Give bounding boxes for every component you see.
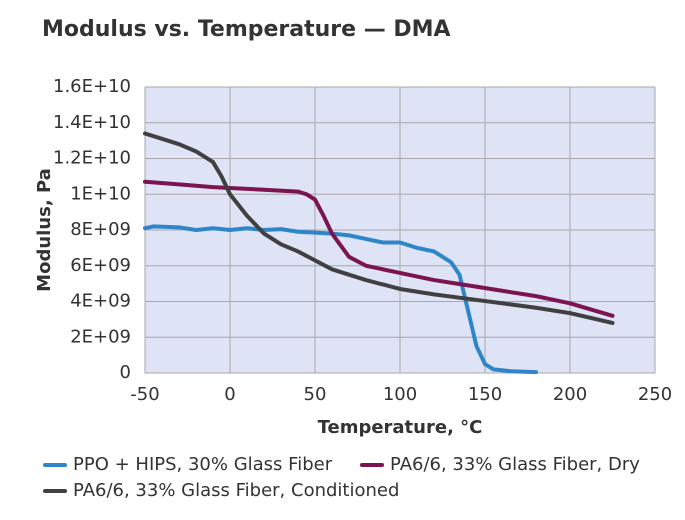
x-tick-label: 50 (304, 384, 327, 405)
x-tick-label: 0 (224, 384, 235, 405)
series-line (143, 224, 538, 375)
x-tick-label: 100 (383, 384, 417, 405)
y-tick-label: 2E+09 (70, 326, 131, 347)
chart-title: Modulus vs. Temperature — DMA (42, 17, 451, 42)
y-tick-label: 1.6E+10 (53, 76, 131, 97)
x-tick-label: 250 (638, 384, 672, 405)
y-tick-label: 1E+10 (70, 183, 131, 204)
legend-label: PPO + HIPS, 30% Glass Fiber (73, 454, 333, 475)
y-tick-label: 1.2E+10 (53, 148, 131, 169)
y-tick-label: 6E+09 (70, 255, 131, 276)
y-axis-label: Modulus, Pa (34, 168, 55, 292)
legend-label: PA6/6, 33% Glass Fiber, Dry (390, 454, 640, 475)
legend-label: PA6/6, 33% Glass Fiber, Conditioned (73, 480, 399, 501)
y-tick-label: 8E+09 (70, 219, 131, 240)
series-line (143, 131, 615, 325)
series-line (143, 179, 615, 318)
x-axis-label: Temperature, °C (318, 417, 483, 438)
x-tick-label: 200 (553, 384, 587, 405)
y-tick-label: 1.4E+10 (53, 112, 131, 133)
y-tick-label: 0 (120, 362, 131, 383)
x-tick-label: 150 (468, 384, 502, 405)
y-tick-label: 4E+09 (70, 291, 131, 312)
x-tick-label: -50 (130, 384, 159, 405)
